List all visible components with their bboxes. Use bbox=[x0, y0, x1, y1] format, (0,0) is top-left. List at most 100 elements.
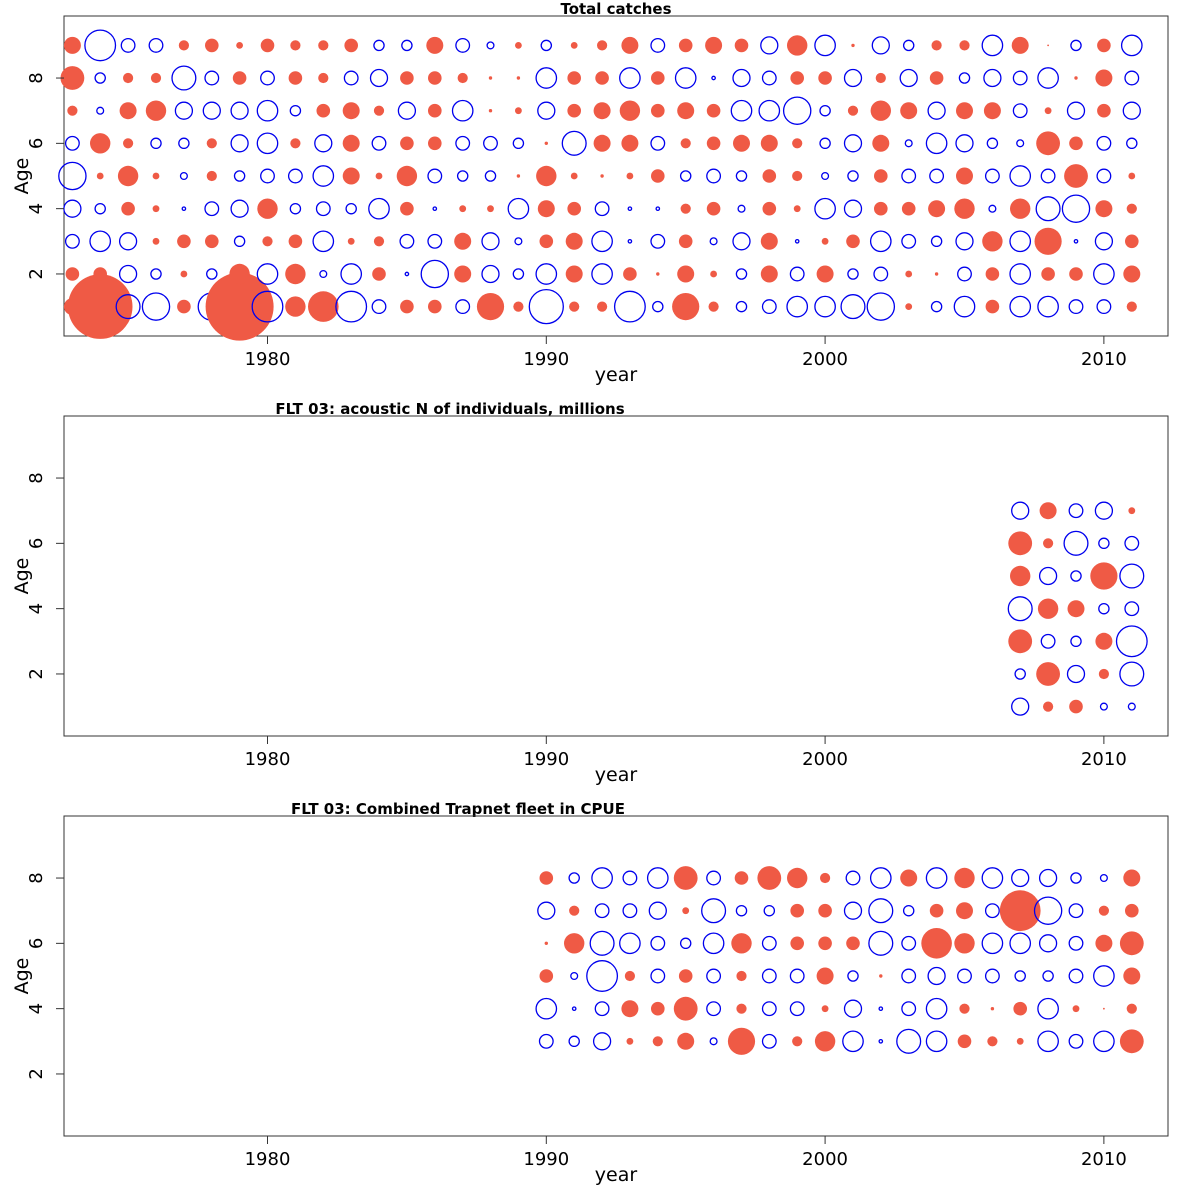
positive-bubble bbox=[232, 71, 247, 85]
positive-bubble bbox=[727, 1027, 756, 1055]
negative-bubble bbox=[289, 202, 302, 215]
negative-bubble bbox=[1122, 101, 1141, 120]
positive-bubble bbox=[954, 933, 975, 954]
y-axis: 2 4 6 8 bbox=[26, 72, 64, 280]
positive-bubble bbox=[1123, 869, 1141, 887]
positive-bubble bbox=[874, 169, 888, 183]
negative-bubble bbox=[789, 266, 805, 282]
negative-bubble bbox=[1068, 503, 1084, 519]
positive-bubble bbox=[1044, 107, 1052, 115]
positive-bubble bbox=[999, 890, 1041, 932]
negative-bubble bbox=[627, 206, 633, 212]
negative-bubble bbox=[591, 230, 613, 253]
negative-bubble bbox=[958, 72, 971, 84]
positive-bubble bbox=[459, 205, 467, 213]
positive-bubble bbox=[1039, 502, 1057, 520]
y-tick-label: 4 bbox=[26, 603, 47, 614]
negative-bubble bbox=[1119, 563, 1145, 589]
positive-bubble bbox=[624, 970, 636, 982]
y-tick-label: 6 bbox=[26, 938, 47, 949]
negative-bubble bbox=[427, 168, 443, 184]
negative-bubble bbox=[1120, 34, 1143, 57]
negative-bubble bbox=[561, 130, 587, 156]
negative-bubble bbox=[171, 65, 197, 91]
positive-bubble bbox=[537, 200, 555, 218]
positive-bubble bbox=[570, 172, 578, 180]
positive-bubble bbox=[567, 103, 581, 118]
panel-title: FLT 03: Combined Trapnet fleet in CPUE bbox=[291, 800, 625, 818]
positive-bubble bbox=[1095, 632, 1113, 650]
positive-bubble bbox=[1125, 903, 1139, 918]
negative-bubble bbox=[819, 104, 831, 117]
positive-bubble bbox=[656, 272, 660, 276]
negative-bubble bbox=[420, 259, 450, 289]
x-axis-label: year bbox=[595, 764, 638, 786]
positive-bubble bbox=[792, 1036, 803, 1047]
x-axis-label: year bbox=[595, 1164, 638, 1186]
positive-bubble bbox=[672, 293, 700, 321]
negative-bubble bbox=[1009, 932, 1032, 955]
negative-bubble bbox=[732, 232, 751, 251]
positive-bubble bbox=[931, 40, 942, 51]
negative-bubble bbox=[789, 1001, 805, 1017]
negative-bubble bbox=[761, 935, 777, 951]
negative-bubble bbox=[622, 903, 638, 919]
positive-bubble bbox=[180, 270, 188, 278]
negative-bubble bbox=[758, 99, 781, 122]
positive-bubble bbox=[539, 969, 554, 983]
positive-bubble bbox=[677, 1032, 695, 1050]
positive-bubble bbox=[673, 996, 698, 1021]
negative-bubble bbox=[984, 903, 1000, 919]
negative-bubble bbox=[814, 295, 836, 318]
negative-bubble bbox=[1037, 997, 1059, 1020]
negative-bubble bbox=[901, 1001, 917, 1017]
positive-bubble bbox=[260, 38, 275, 53]
positive-bubble bbox=[569, 301, 580, 312]
negative-bubble bbox=[709, 237, 718, 246]
negative-bubble bbox=[399, 233, 415, 249]
negative-bubble bbox=[1124, 601, 1140, 617]
negative-bubble bbox=[528, 288, 564, 325]
negative-bubble bbox=[404, 271, 410, 277]
negative-bubble bbox=[706, 168, 722, 184]
positive-bubble bbox=[956, 167, 973, 185]
negative-bubble bbox=[927, 966, 946, 986]
negative-bubble bbox=[118, 264, 138, 284]
positive-bubble bbox=[957, 1034, 972, 1049]
negative-bubble bbox=[181, 206, 187, 212]
negative-bubble bbox=[1009, 263, 1032, 285]
positive-bubble bbox=[178, 40, 189, 51]
positive-bubble bbox=[673, 866, 698, 890]
negative-bubble bbox=[1068, 903, 1084, 919]
positive-bubble bbox=[428, 71, 442, 85]
negative-bubble bbox=[814, 34, 836, 57]
negative-bubble bbox=[514, 237, 523, 246]
negative-bubble bbox=[955, 232, 974, 251]
negative-bubble bbox=[957, 266, 972, 282]
negative-bubble bbox=[842, 1030, 864, 1053]
panel-title: FLT 03: acoustic N of individuals, milli… bbox=[275, 400, 624, 418]
negative-bubble bbox=[591, 867, 613, 889]
positive-bubble bbox=[793, 205, 801, 213]
negative-bubble bbox=[120, 37, 136, 53]
positive-bubble bbox=[736, 970, 747, 982]
negative-bubble bbox=[901, 935, 917, 951]
negative-bubble bbox=[373, 39, 385, 52]
negative-bubble bbox=[260, 70, 275, 86]
positive-bubble bbox=[851, 43, 855, 48]
negative-bubble bbox=[648, 901, 667, 920]
positive-bubble bbox=[1098, 668, 1109, 680]
positive-bubble bbox=[206, 138, 217, 149]
positive-bubble bbox=[288, 71, 303, 85]
positive-bubble bbox=[956, 102, 973, 120]
negative-bubble bbox=[150, 268, 162, 280]
positive-bubble bbox=[400, 71, 414, 85]
negative-bubble bbox=[1009, 295, 1032, 318]
positive-bubble bbox=[1095, 69, 1113, 87]
negative-bubble bbox=[901, 968, 917, 984]
positive-bubble bbox=[1043, 701, 1054, 712]
negative-bubble bbox=[537, 901, 556, 920]
negative-bubble bbox=[622, 870, 638, 886]
negative-bubble bbox=[1068, 968, 1084, 984]
